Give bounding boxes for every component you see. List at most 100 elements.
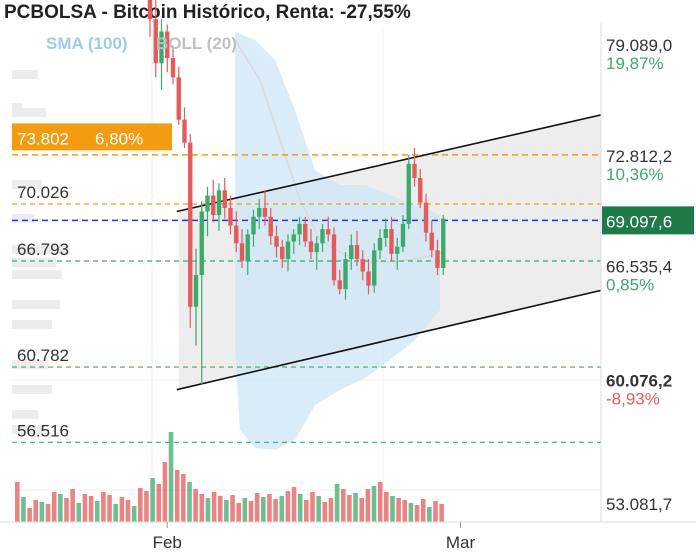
volume-bar [70, 489, 75, 522]
axis-pct-label: 0,85% [606, 276, 654, 295]
right-axis [601, 0, 696, 556]
volume-bar [88, 496, 94, 522]
candle [257, 207, 262, 217]
volume-bar [113, 504, 118, 522]
candle [441, 218, 446, 268]
candle [251, 216, 256, 235]
volume-bar [138, 488, 143, 522]
bollinger-band [235, 32, 440, 450]
candle [193, 275, 199, 307]
candle [188, 142, 193, 307]
candle [331, 234, 337, 281]
axis-price-label: 72.812,2 [606, 147, 672, 166]
candle [262, 207, 268, 217]
volume-bar [15, 482, 20, 522]
volume-profile-bar [12, 300, 60, 309]
volume-bar [396, 498, 401, 522]
candle [297, 223, 302, 235]
candle [285, 241, 291, 260]
volume-bar [101, 492, 106, 522]
candle [280, 246, 285, 260]
candle [366, 271, 371, 286]
price-badge-pct: 6,80% [95, 129, 143, 148]
current-price-label: 69.097,6 [606, 212, 672, 231]
candle [418, 177, 423, 203]
volume-bar [107, 495, 112, 522]
candle [228, 207, 233, 226]
price-badge-value: 73.802 [17, 129, 69, 148]
volume-profile-bar [12, 385, 52, 394]
current-price-tag [602, 206, 694, 235]
volume-bar [144, 491, 149, 522]
volume-bar [273, 499, 278, 522]
volume-bar [353, 493, 358, 522]
volume-profile-bar [12, 410, 38, 419]
volume-bar [125, 500, 131, 522]
candle [165, 31, 170, 58]
candle [205, 195, 210, 212]
volume-bar [365, 489, 371, 522]
candle [412, 163, 417, 178]
volume-bar [58, 494, 63, 522]
candle [153, 19, 158, 64]
volume-bar [433, 501, 438, 522]
volume-bar [51, 492, 57, 522]
candle [170, 57, 176, 78]
candle [314, 243, 319, 253]
candle [234, 225, 239, 244]
volume-bar [119, 497, 125, 522]
volume-profile-bar [12, 320, 52, 329]
volume-profile-bar [12, 108, 46, 117]
candle [354, 245, 360, 260]
volume-bar [297, 494, 303, 522]
volume-bar [205, 498, 211, 522]
volume-bar [254, 493, 260, 522]
volume-bar [230, 495, 235, 522]
candle [395, 246, 400, 254]
axis-price-label: 66.535,4 [606, 258, 672, 277]
volume-bar [82, 494, 88, 522]
volume-bar [322, 502, 328, 522]
indicator-boll-label: BOLL (20) [156, 34, 237, 53]
x-tick-label: Feb [153, 533, 182, 552]
volume-bar [408, 503, 414, 522]
volume-bar [347, 495, 352, 522]
candle [176, 77, 181, 120]
candle [222, 190, 227, 208]
candle [372, 250, 377, 286]
axis-price-label: 53.081,7 [606, 495, 672, 514]
volume-bar [174, 470, 180, 522]
volume-bar [371, 486, 377, 522]
volume-bar [76, 503, 82, 522]
volume-bar [384, 492, 389, 522]
indicator-sma-label: SMA (100) [46, 34, 128, 53]
volume-bar [304, 500, 309, 522]
candle [211, 195, 216, 216]
price-badge [12, 123, 172, 151]
level-label: 70.026 [17, 183, 69, 202]
x-axis [0, 522, 696, 556]
candle [320, 229, 325, 244]
candle [199, 211, 204, 275]
volume-bar [193, 489, 198, 522]
level-label: 56.516 [17, 421, 69, 440]
candle [377, 237, 383, 251]
volume-bar [340, 489, 346, 522]
volume-bar [168, 432, 174, 522]
candle [337, 280, 342, 290]
volume-bar [414, 505, 420, 522]
volume-bar [261, 497, 266, 522]
volume-bar [39, 502, 45, 522]
volume-bar [27, 508, 32, 522]
candle [435, 250, 440, 268]
volume-profile-bar [12, 70, 38, 79]
volume-bar [236, 503, 241, 522]
candle [147, 0, 153, 20]
candle [343, 259, 348, 290]
volume-bar [181, 474, 186, 522]
volume-profile-bar [12, 270, 62, 279]
volume-bar [217, 496, 223, 522]
volume-profile-bar [12, 360, 48, 369]
